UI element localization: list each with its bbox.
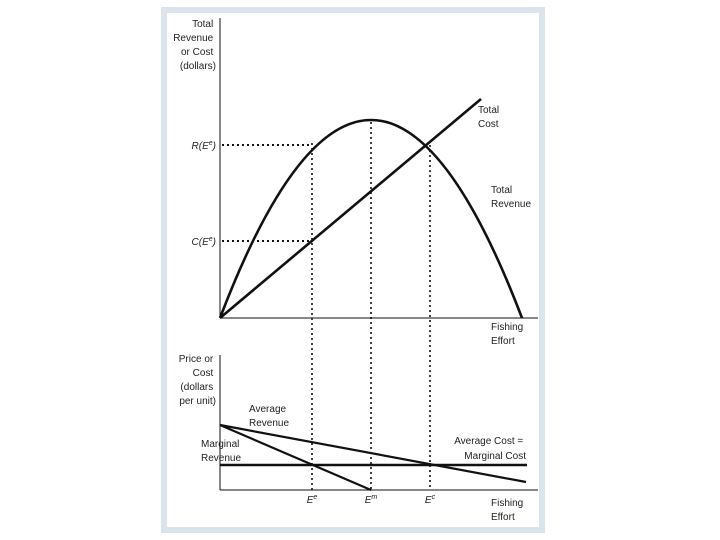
total-cost-label: Total Cost xyxy=(478,105,502,130)
top-y-axis-title: Total Revenue or Cost (dollars) xyxy=(173,19,216,72)
effort-tick-em: Em xyxy=(365,494,378,506)
revenue-tick-label: R(Ee) xyxy=(192,140,216,152)
total-revenue-label: Total Revenue xyxy=(491,185,531,210)
marginal-revenue-line xyxy=(219,423,372,492)
figure-frame xyxy=(161,7,545,533)
bottom-y-axis-title: Price or Cost (dollars per unit) xyxy=(179,354,216,407)
marginal-revenue-label: Marginal Revenue xyxy=(201,439,242,464)
cost-tick-label: C(Ee) xyxy=(192,236,216,248)
total-cost-line xyxy=(219,98,482,319)
average-revenue-line xyxy=(219,423,527,484)
effort-tick-ec: Ec xyxy=(425,494,436,506)
figure-panel xyxy=(167,13,539,527)
top-x-axis-title: Fishing Effort xyxy=(491,322,526,347)
total-revenue-curve xyxy=(218,118,524,319)
bottom-x-axis-title: Fishing Effort xyxy=(491,498,526,523)
average-revenue-label: Average Revenue xyxy=(249,404,289,429)
effort-tick-ee: Ee xyxy=(307,494,318,506)
top-chart: Total Revenue or Cost (dollars) R(Ee) C(… xyxy=(173,18,538,490)
bottom-chart: Price or Cost (dollars per unit) Average… xyxy=(179,354,538,523)
average-cost-label: Average Cost = Marginal Cost xyxy=(454,436,526,462)
